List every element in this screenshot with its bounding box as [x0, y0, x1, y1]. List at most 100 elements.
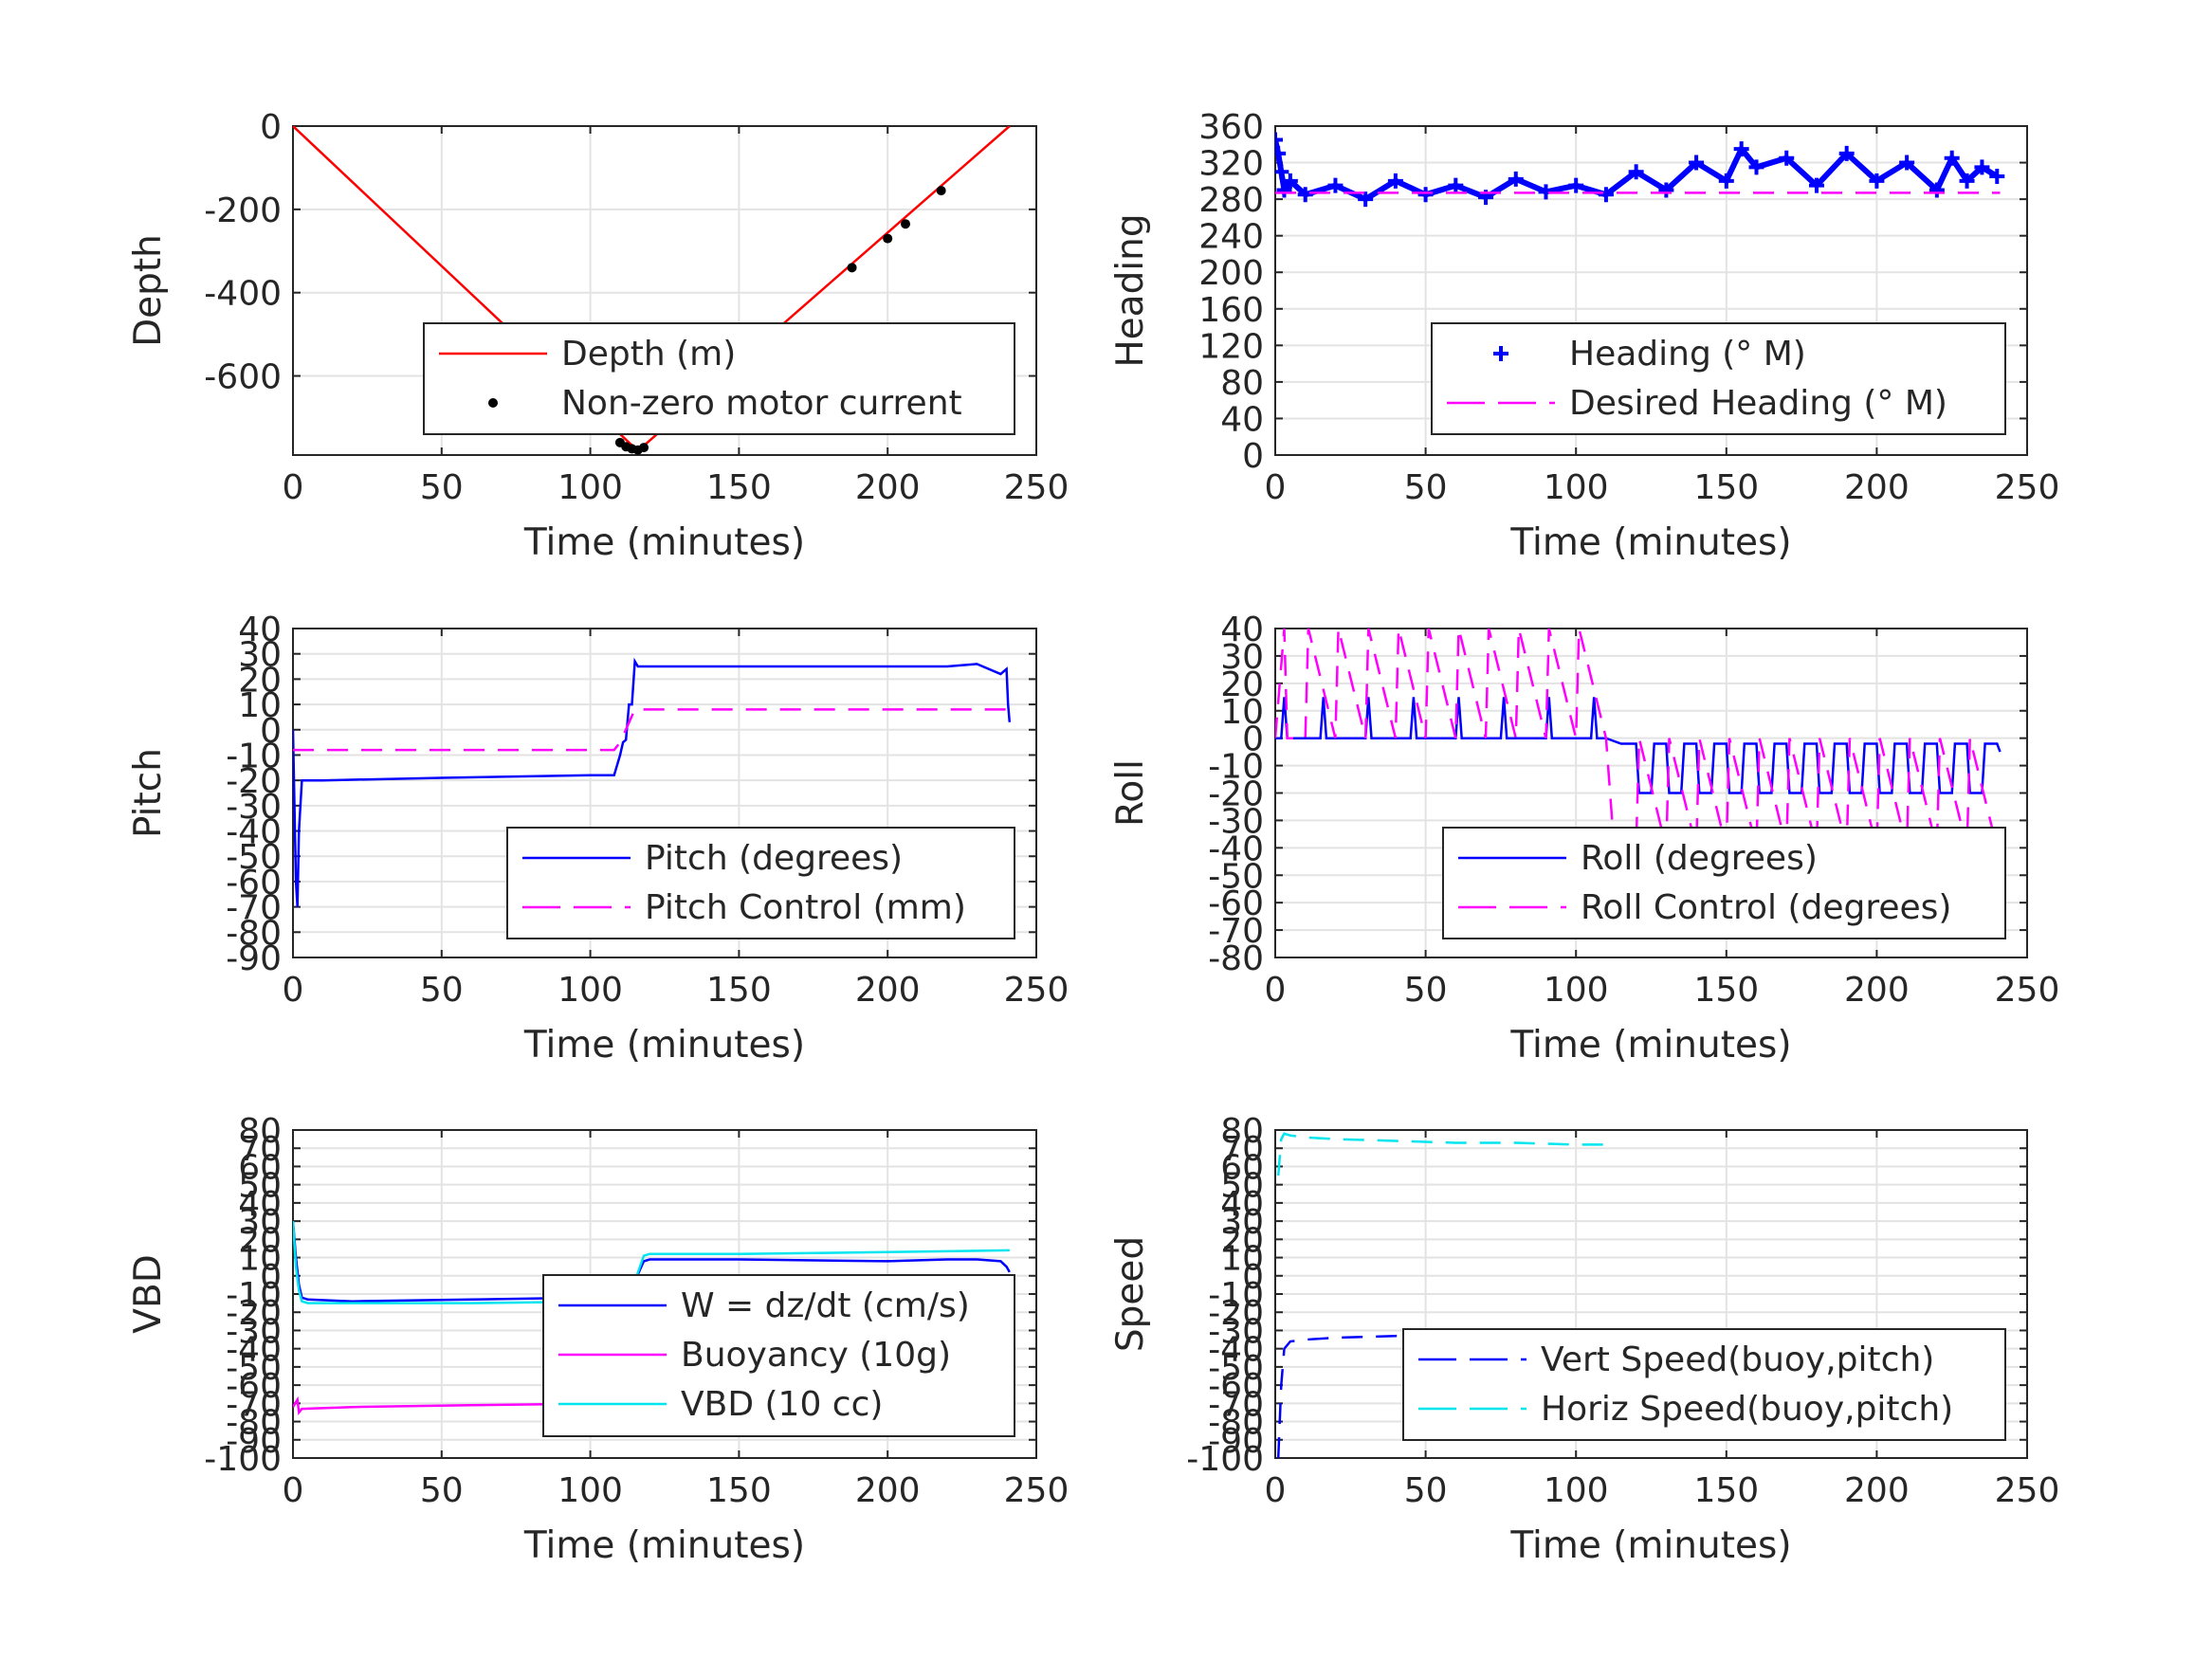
y-tick-label: -10 — [1208, 748, 1264, 787]
x-tick-label: 100 — [1544, 468, 1609, 507]
depth-legend: Depth (m) Non-zero motor current — [423, 322, 1015, 435]
legend-label: Roll (degrees) — [1581, 839, 1818, 878]
heading-series-0-point — [1628, 164, 1644, 180]
y-tick-label: -20 — [226, 762, 282, 801]
y-tick-label: 60 — [238, 1148, 282, 1187]
y-axis-label: Pitch — [127, 748, 170, 838]
heading-series-0-point — [1944, 150, 1960, 166]
y-tick-label: -90 — [226, 939, 282, 978]
y-tick-label: -400 — [204, 275, 282, 314]
legend-label: Non-zero motor current — [561, 384, 962, 423]
heading-series-0-point — [1689, 155, 1705, 171]
y-tick-label: -20 — [226, 1294, 282, 1333]
legend-label: Desired Heading (° M) — [1569, 384, 1947, 423]
speed-legend: Vert Speed(buoy,pitch) Horiz Speed(buoy,p… — [1402, 1328, 2006, 1441]
y-tick-label: -10 — [226, 1276, 282, 1315]
y-tick-label: 20 — [238, 661, 282, 700]
x-tick-label: 100 — [558, 468, 623, 507]
y-tick-label: -40 — [226, 813, 282, 852]
x-tick-label: 200 — [1844, 1471, 1910, 1510]
legend-label: Pitch (degrees) — [645, 839, 903, 878]
y-tick-label: -60 — [226, 1367, 282, 1406]
axes-box — [292, 125, 1037, 456]
y-tick-label: -60 — [1208, 884, 1264, 923]
legend-label: Buoyancy (10g) — [681, 1336, 951, 1375]
y-axis-label: Speed — [1109, 1236, 1152, 1352]
y-tick-label: -100 — [1186, 1440, 1264, 1479]
y-tick-label: -30 — [1208, 802, 1264, 841]
speed-plot-area — [1276, 1132, 1606, 1458]
heading-series-0-point — [1417, 187, 1434, 203]
y-tick-label: -10 — [226, 737, 282, 775]
y-tick-label: -70 — [226, 889, 282, 928]
heading-series-0-point — [1275, 145, 1287, 161]
depth-series-1-point — [883, 233, 893, 244]
y-tick-label: 80 — [1220, 1112, 1264, 1151]
y-tick-label: -30 — [226, 1312, 282, 1351]
y-tick-label: -70 — [226, 1385, 282, 1424]
heading-series-0-point — [1808, 177, 1824, 193]
legend-label: W = dz/dt (cm/s) — [681, 1286, 970, 1325]
y-tick-label: -90 — [226, 1422, 282, 1461]
y-tick-label: 80 — [1220, 364, 1264, 403]
x-tick-label: 200 — [1844, 468, 1910, 507]
roll-series-0-line — [1275, 697, 2002, 794]
y-tick-label: 0 — [1242, 1258, 1264, 1297]
legend-marker — [1493, 346, 1508, 361]
heading-series-0-point — [1358, 191, 1374, 208]
legend-box — [1442, 827, 2006, 939]
pitch-series-1-line — [293, 708, 1010, 752]
y-tick-label: 40 — [238, 611, 282, 649]
x-tick-label: 100 — [1544, 971, 1609, 1010]
y-tick-label: 20 — [238, 1221, 282, 1260]
y-tick-label: 280 — [1198, 181, 1264, 220]
y-axis-label: Depth — [127, 234, 170, 347]
x-tick-label: 150 — [706, 971, 772, 1010]
heading-series-0-point — [1275, 164, 1289, 180]
x-tick-label: 50 — [420, 971, 464, 1010]
axes-box — [292, 628, 1037, 958]
speed-series-1-line — [1276, 1132, 1606, 1176]
y-axis-label: Roll — [1109, 759, 1152, 827]
heading-chart: 0 50 100 150 200 2500408012016020024028032036… — [1109, 108, 2059, 564]
heading-series-0-point — [1748, 159, 1764, 175]
roll-legend: Roll (degrees) Roll Control (degrees) — [1442, 827, 2006, 939]
x-tick-label: 50 — [1404, 1471, 1448, 1510]
depth-series-1-point — [936, 186, 946, 196]
legend-box — [1402, 1328, 2006, 1441]
x-tick-label: 50 — [420, 468, 464, 507]
y-tick-label: 50 — [1220, 1167, 1264, 1206]
y-tick-label: 40 — [238, 1185, 282, 1224]
x-tick-label: 250 — [1995, 971, 2060, 1010]
y-tick-label: 30 — [238, 636, 282, 675]
pitch-chart: 0 50 100 150 200 250-90-80-70-60-50-40-30-20-… — [127, 611, 1069, 1066]
y-tick-label: -70 — [1208, 1385, 1264, 1424]
heading-series-0-point — [1275, 132, 1283, 148]
y-tick-label: -30 — [1208, 1312, 1264, 1351]
depth-series-1-point — [847, 263, 857, 273]
heading-series-0-point — [1989, 169, 2005, 185]
heading-series-0-point — [1387, 173, 1403, 189]
x-axis-label: Time (minutes) — [1509, 521, 1791, 564]
x-tick-label: 0 — [283, 468, 304, 507]
y-tick-label: 40 — [1220, 611, 1264, 649]
y-tick-label: -20 — [1208, 1294, 1264, 1333]
x-axis-label: Time (minutes) — [1509, 1024, 1791, 1066]
heading-series-0-point — [1974, 159, 1990, 175]
x-tick-label: 250 — [1004, 1471, 1069, 1510]
x-tick-label: 250 — [1004, 468, 1069, 507]
y-tick-label: -80 — [226, 1404, 282, 1443]
y-tick-label: 10 — [238, 686, 282, 725]
y-tick-label: -50 — [1208, 1349, 1264, 1388]
legend-box — [423, 322, 1015, 435]
legend-box — [506, 827, 1015, 939]
y-tick-label: 360 — [1198, 108, 1264, 147]
legend-label: VBD (10 cc) — [681, 1385, 883, 1424]
x-tick-label: 150 — [706, 1471, 772, 1510]
y-tick-label: 80 — [238, 1112, 282, 1151]
x-tick-label: 50 — [420, 1471, 464, 1510]
y-tick-label: 0 — [1242, 720, 1264, 759]
y-tick-label: -40 — [1208, 830, 1264, 868]
vbd-chart: 0 50 100 150 200 250-100-90-80-70-60-50-40-30… — [127, 1112, 1069, 1567]
